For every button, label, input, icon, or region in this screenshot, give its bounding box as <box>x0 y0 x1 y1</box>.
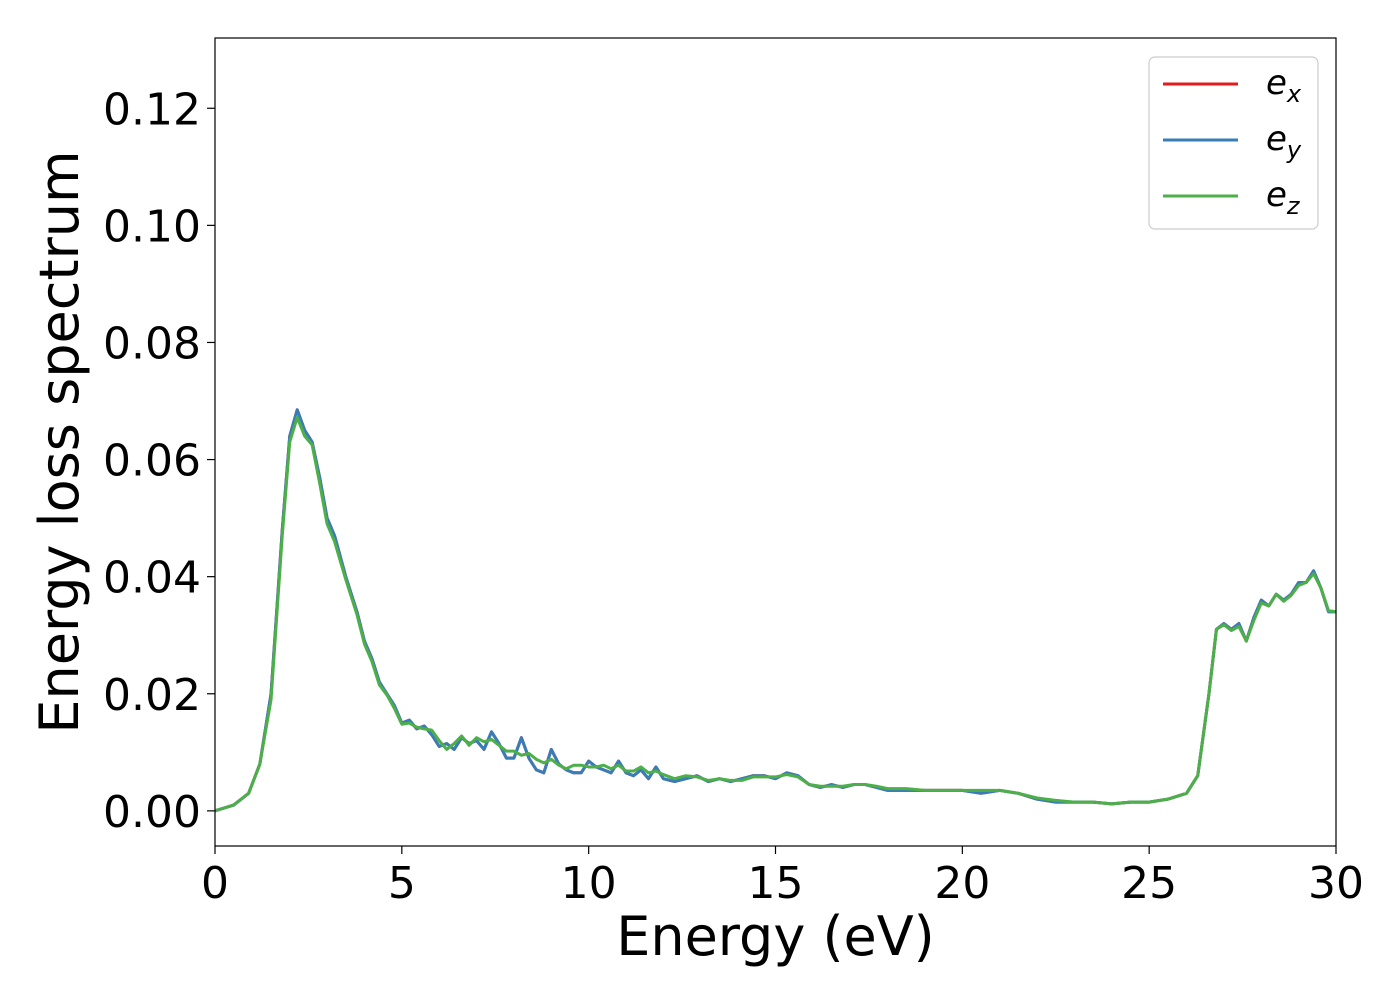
legend-label-z: ez <box>1266 175 1301 220</box>
legend-box <box>1148 56 1319 230</box>
x-axis-label: Energy (eV) <box>616 905 935 968</box>
x-tick-label: 25 <box>1121 858 1177 909</box>
y-tick-label: 0.08 <box>103 318 201 369</box>
x-tick-label: 15 <box>748 858 804 909</box>
x-tick-label: 10 <box>561 858 617 909</box>
legend-label-subscript: x <box>1286 80 1302 108</box>
y-axis-label: Energy loss spectrum <box>28 150 91 733</box>
y-axis-ticks: 0.00 0.02 0.04 0.06 0.08 0.10 0.12 <box>103 84 215 838</box>
y-tick-label: 0.06 <box>103 436 201 487</box>
legend-label-base: e <box>1266 175 1287 215</box>
x-tick-label: 30 <box>1308 858 1364 909</box>
series-line-z <box>215 415 1336 813</box>
legend-label-x: ex <box>1266 63 1302 108</box>
y-tick-label: 0.00 <box>103 787 201 838</box>
x-axis-ticks: 0 5 10 15 20 25 30 <box>201 846 1364 909</box>
series-layer <box>215 408 1336 813</box>
y-tick-label: 0.04 <box>103 553 201 604</box>
y-tick-label: 0.02 <box>103 670 201 721</box>
x-tick-label: 20 <box>934 858 990 909</box>
legend-label-base: e <box>1266 119 1287 159</box>
legend-label-subscript: y <box>1286 136 1302 164</box>
x-tick-label: 0 <box>201 858 229 909</box>
legend-label-base: e <box>1266 63 1287 103</box>
x-tick-label: 5 <box>388 858 416 909</box>
y-tick-label: 0.12 <box>103 84 201 135</box>
y-tick-label: 0.10 <box>103 201 201 252</box>
legend-label-y: ey <box>1266 119 1302 164</box>
legend-label-subscript: z <box>1286 192 1301 220</box>
